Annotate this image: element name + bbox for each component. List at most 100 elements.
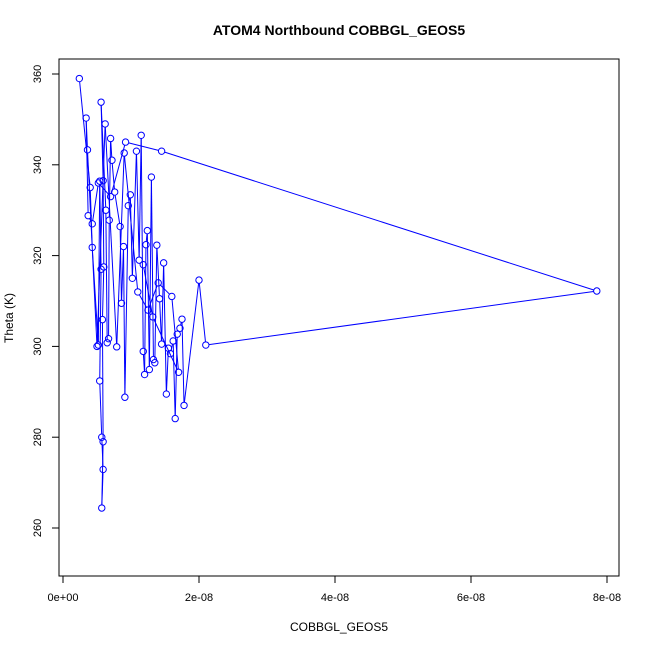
y-axis: 260 280 300 320 340 360 [32, 65, 60, 537]
y-tick-label: 340 [32, 156, 44, 174]
series-segment [104, 127, 118, 344]
data-point [139, 260, 147, 269]
data-point [171, 414, 179, 423]
y-tick-label: 300 [32, 337, 44, 355]
data-point [106, 192, 115, 201]
data-point [98, 504, 106, 512]
data-point [143, 226, 152, 235]
data-point [100, 263, 108, 271]
data-point [98, 315, 107, 324]
data-point [173, 330, 181, 338]
series-segment [101, 444, 104, 505]
data-point [144, 306, 152, 314]
data-point [88, 220, 96, 228]
data-point [99, 465, 107, 474]
series-segment [136, 154, 140, 257]
series-segment [102, 270, 105, 317]
data-point [94, 341, 103, 349]
y-axis-label: Theta (K) [2, 293, 16, 343]
data-point [88, 243, 96, 252]
data-point [75, 74, 84, 83]
data-point [195, 276, 203, 284]
data-point [117, 299, 126, 307]
series-segment [129, 197, 133, 276]
data-point [113, 343, 121, 351]
data-point [124, 201, 132, 210]
series-segment [150, 180, 154, 357]
series-segment [183, 283, 200, 403]
data-point [110, 188, 119, 196]
series-segment [110, 145, 126, 194]
series-segment [198, 283, 206, 342]
data-point [140, 370, 149, 379]
series-segment [138, 138, 142, 257]
x-axis: 0e+00 2e-08 4e-08 6e-08 8e-08 [48, 575, 621, 604]
series-segment [161, 266, 165, 341]
data-point [104, 334, 113, 343]
series-segment [85, 121, 88, 147]
series-segment [208, 290, 594, 346]
data-point [84, 211, 92, 220]
y-tick-label: 260 [32, 519, 44, 537]
data-point [176, 324, 184, 332]
series-segment [164, 151, 594, 291]
data-point [99, 176, 107, 185]
data-point [139, 347, 147, 356]
series-segment [108, 223, 110, 336]
data-point [174, 368, 183, 376]
data-point [93, 342, 101, 351]
y-tick-label: 360 [32, 65, 44, 83]
series-layer [75, 74, 601, 512]
series-segment [99, 384, 103, 435]
data-point [137, 131, 145, 139]
data-point [169, 337, 177, 345]
data-point [101, 120, 109, 128]
data-point [151, 359, 159, 367]
data-point [202, 341, 210, 349]
series-segment [96, 127, 106, 344]
data-point [180, 401, 188, 410]
data-point [82, 114, 90, 122]
series-segment [143, 267, 153, 314]
data-point [132, 147, 141, 155]
data-point [120, 149, 128, 157]
data-point [149, 313, 157, 321]
data-point [154, 279, 162, 287]
data-point [94, 179, 103, 187]
series-segment [146, 233, 150, 367]
data-point [126, 191, 135, 199]
series-segment [148, 180, 152, 367]
x-tick-label: 8e-08 [593, 592, 621, 604]
series-segment [160, 284, 170, 295]
series-segment [114, 195, 121, 224]
data-point [119, 242, 128, 251]
data-point [105, 216, 113, 224]
data-point [106, 134, 115, 143]
data-point [102, 206, 110, 214]
data-point [83, 146, 92, 154]
data-point [155, 295, 164, 303]
data-point [96, 177, 104, 185]
series-segment [181, 322, 185, 403]
series-segment [105, 213, 108, 340]
data-point [103, 339, 111, 347]
series-segment [131, 154, 137, 276]
data-point [145, 365, 154, 374]
data-point [593, 287, 601, 295]
series-segment [92, 186, 99, 221]
series-segment [100, 185, 109, 195]
series-segment [166, 351, 169, 391]
data-point [147, 173, 156, 181]
series-segment [124, 208, 129, 395]
data-point [121, 393, 129, 401]
data-point [166, 349, 175, 358]
chart-title: ATOM4 Northbound COBBGL_GEOS5 [213, 22, 465, 38]
series-segment [172, 344, 176, 416]
data-point [97, 98, 105, 106]
data-point [142, 241, 150, 249]
series-segment [121, 249, 124, 301]
data-point [168, 292, 176, 301]
series-segment [123, 249, 126, 395]
data-point [116, 222, 124, 231]
